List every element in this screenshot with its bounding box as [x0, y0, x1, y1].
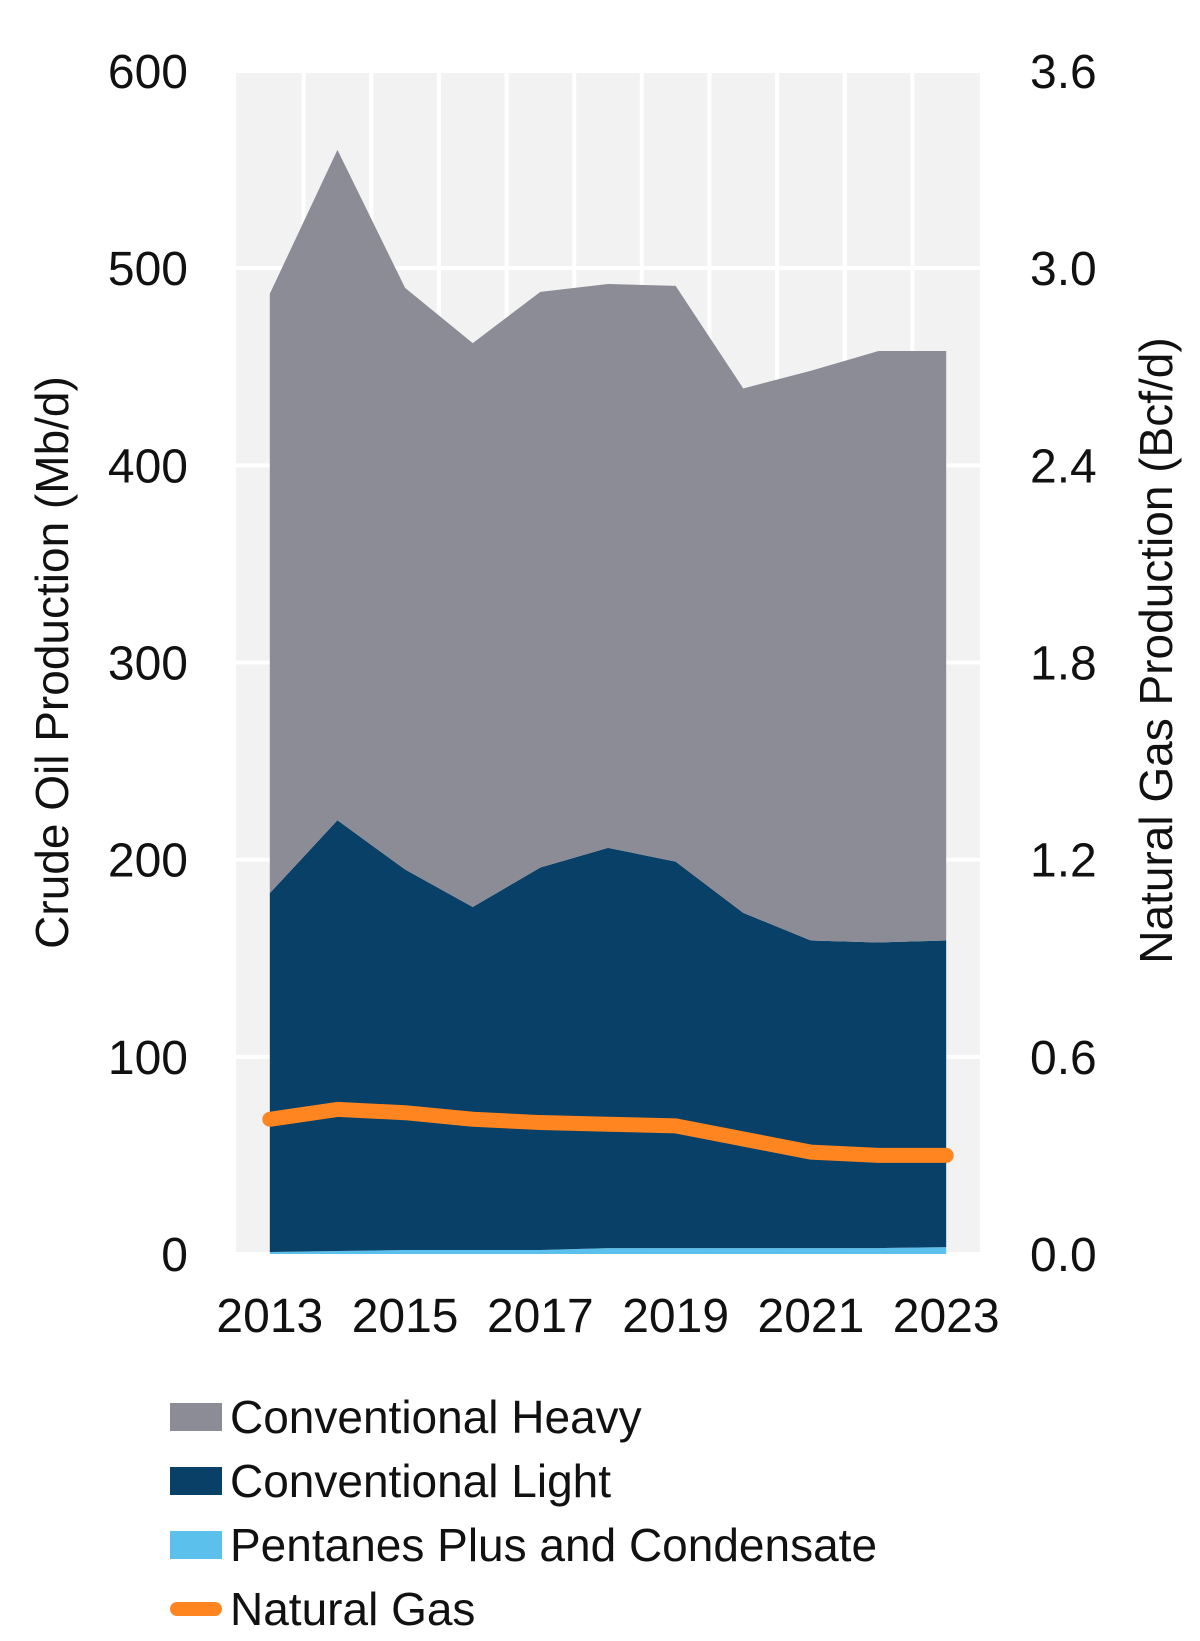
y-tick-label: 500 [108, 243, 188, 296]
legend-item-light: Conventional Light [170, 1449, 877, 1513]
y2-tick-label: 3.0 [1030, 243, 1097, 296]
y-tick-label: 300 [108, 638, 188, 691]
legend-swatch-light [170, 1467, 222, 1495]
legend-swatch-heavy [170, 1403, 222, 1431]
x-tick-label: 2021 [758, 1290, 865, 1343]
x-tick-label: 2023 [893, 1290, 1000, 1343]
y-tick-label: 200 [108, 835, 188, 888]
y-tick-label: 400 [108, 440, 188, 493]
y2-tick-label: 0.6 [1030, 1032, 1097, 1085]
legend-label: Conventional Light [230, 1454, 611, 1508]
y2-tick-label: 2.4 [1030, 440, 1097, 493]
y2-tick-label: 0.0 [1030, 1229, 1097, 1282]
legend-label: Natural Gas [230, 1582, 475, 1636]
legend-label: Conventional Heavy [230, 1390, 642, 1444]
legend-label: Pentanes Plus and Condensate [230, 1518, 877, 1572]
y-tick-label: 100 [108, 1032, 188, 1085]
legend: Conventional Heavy Conventional Light Pe… [170, 1385, 877, 1641]
y-tick-label: 0 [161, 1229, 188, 1282]
y2-axis-label: Natural Gas Production (Bcf/d) [1130, 337, 1182, 963]
legend-swatch-gas [170, 1602, 222, 1616]
x-tick-label: 2013 [216, 1290, 323, 1343]
x-tick-label: 2015 [352, 1290, 459, 1343]
y2-tick-label: 1.2 [1030, 835, 1097, 888]
legend-item-gas: Natural Gas [170, 1577, 877, 1641]
legend-swatch-pentanes [170, 1531, 222, 1559]
y-tick-label: 600 [108, 46, 188, 99]
legend-item-heavy: Conventional Heavy [170, 1385, 877, 1449]
y2-tick-label: 1.8 [1030, 638, 1097, 691]
y-axis-label: Crude Oil Production (Mb/d) [26, 376, 78, 949]
legend-item-pentanes: Pentanes Plus and Condensate [170, 1513, 877, 1577]
x-tick-label: 2019 [622, 1290, 729, 1343]
x-tick-label: 2017 [487, 1290, 594, 1343]
y2-tick-label: 3.6 [1030, 46, 1097, 99]
